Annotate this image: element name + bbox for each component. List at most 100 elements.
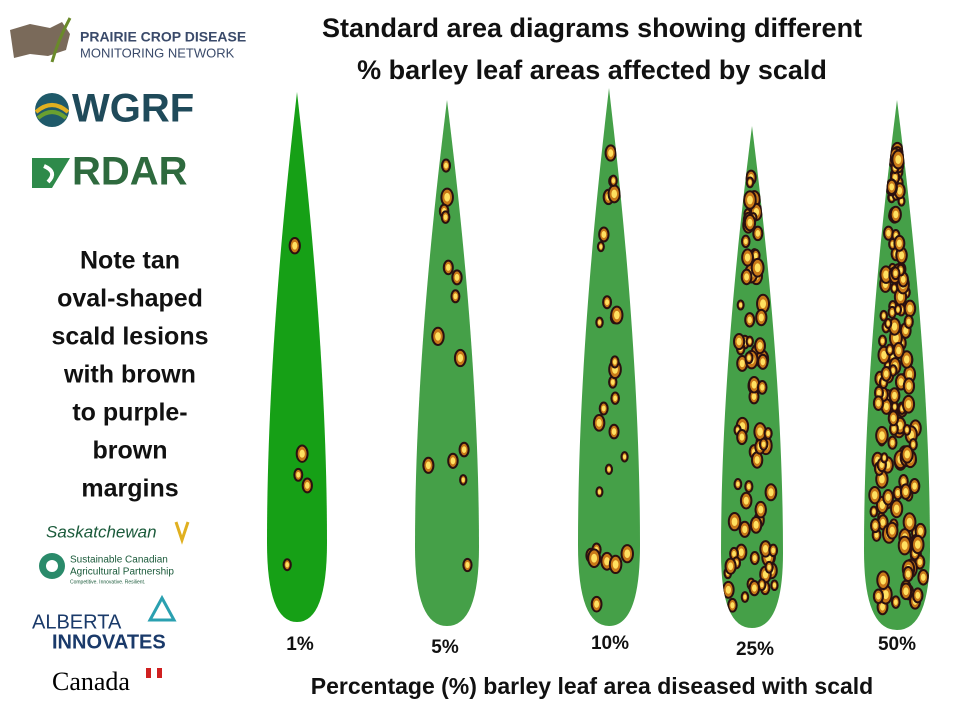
- lesion-center: [886, 321, 890, 326]
- lesion-center: [896, 346, 902, 355]
- lesion-center: [905, 427, 909, 433]
- lesion-center: [744, 253, 751, 262]
- lesion-center: [879, 500, 886, 510]
- lesion-center: [906, 382, 912, 390]
- lesion-center: [747, 195, 753, 205]
- lesion-center: [461, 477, 465, 483]
- lesion-center: [747, 483, 751, 490]
- pcdmn-logo: PRAIRIE CROP DISEASE MONITORING NETWORK: [10, 17, 246, 63]
- lesion-center: [882, 590, 889, 600]
- lesion-center: [895, 489, 900, 497]
- lesion-center: [597, 320, 602, 325]
- lesion-center: [751, 393, 757, 400]
- lesion-center: [611, 428, 617, 436]
- lesion-center: [753, 252, 758, 259]
- lesion-center: [772, 582, 777, 588]
- lesion-center: [881, 350, 887, 360]
- lesion-center: [904, 450, 910, 459]
- canada-logo: Canada: [52, 667, 162, 696]
- lesion-center: [457, 353, 464, 363]
- note-line: Note tan: [80, 247, 180, 275]
- lesion-center: [903, 355, 910, 364]
- lesion-center: [747, 218, 753, 227]
- note-line: brown: [93, 437, 168, 465]
- lesion-center: [885, 493, 891, 501]
- lesion-center: [444, 162, 449, 169]
- wgrf-logo: WGRF: [34, 87, 194, 131]
- lesion-center: [880, 338, 885, 344]
- logo-text: RDAR: [72, 150, 188, 194]
- lesion-center: [768, 488, 774, 497]
- lesion-center: [901, 541, 908, 550]
- leaves: 1% 5% 10% 25% 50%: [267, 88, 930, 660]
- lesion-center: [873, 522, 878, 529]
- lesion-center: [903, 326, 909, 335]
- lesion-center: [882, 455, 886, 461]
- lesion-center: [732, 550, 736, 557]
- leaf: [415, 100, 479, 626]
- lesion-center: [761, 441, 766, 448]
- lesion-center: [882, 313, 886, 319]
- lesions: [585, 144, 634, 613]
- lesion-center: [304, 481, 310, 489]
- lesion-center: [736, 337, 742, 346]
- logo-text: ALBERTA: [32, 611, 122, 633]
- lesion-center: [743, 238, 748, 245]
- lesion-center: [736, 481, 740, 487]
- lesion-center: [425, 461, 431, 470]
- lesion-center: [614, 310, 620, 320]
- lesion-center: [874, 532, 879, 538]
- note-line: margins: [81, 475, 178, 503]
- lesion-center: [296, 471, 301, 478]
- lesion-center: [450, 457, 456, 465]
- lesion-center: [880, 603, 885, 611]
- lesion-center: [762, 545, 769, 553]
- lesions: [422, 158, 473, 573]
- lesion-center: [889, 526, 895, 535]
- lesion-center: [890, 439, 895, 446]
- wheat-icon: [50, 17, 72, 63]
- note-line: scald lesions: [51, 323, 208, 351]
- lesion-center: [906, 318, 911, 325]
- lesion-center: [596, 418, 602, 427]
- logo-text: PRAIRIE CROP DISEASE: [80, 29, 246, 45]
- lesion-center: [883, 402, 889, 411]
- lesion-center: [610, 379, 615, 385]
- lesion-center: [612, 359, 617, 365]
- leaf-label: 10%: [591, 633, 629, 654]
- note-line: with brown: [63, 361, 196, 389]
- lesions: [722, 169, 779, 613]
- logo-text: Sustainable Canadian: [70, 555, 168, 566]
- lesion-center: [748, 339, 752, 344]
- lesion-center: [757, 342, 763, 350]
- lesion-center: [901, 478, 906, 485]
- leaf-label: 25%: [736, 639, 774, 660]
- lesion-center: [918, 527, 924, 535]
- lesion-center: [285, 562, 290, 568]
- lesion-center: [742, 525, 748, 534]
- rdar-logo: RDAR: [32, 150, 188, 194]
- lesion-center: [730, 602, 735, 609]
- lesion-center: [897, 186, 903, 195]
- lesion-center: [892, 391, 897, 400]
- scap-icon: [46, 560, 58, 572]
- lesion-center: [883, 270, 889, 279]
- lesion-center: [754, 263, 761, 273]
- lesion-center: [739, 302, 743, 308]
- logo-text: Competitive. Innovative. Resilient.: [70, 579, 145, 585]
- lesion-center: [876, 389, 881, 396]
- leaf-label: 5%: [431, 637, 459, 658]
- lesion-center: [604, 557, 610, 566]
- alberta-icon: [147, 594, 177, 622]
- logo-text: INNOVATES: [52, 631, 166, 653]
- lesion-center: [465, 561, 470, 569]
- lesion-center: [767, 564, 771, 570]
- lesion-center: [907, 304, 913, 313]
- flag: [151, 668, 157, 678]
- lesion-center: [758, 313, 764, 322]
- leaf: [578, 88, 640, 626]
- logo-text: MONITORING NETWORK: [80, 45, 235, 60]
- lesion-center: [896, 307, 900, 312]
- lesion-center: [898, 251, 905, 260]
